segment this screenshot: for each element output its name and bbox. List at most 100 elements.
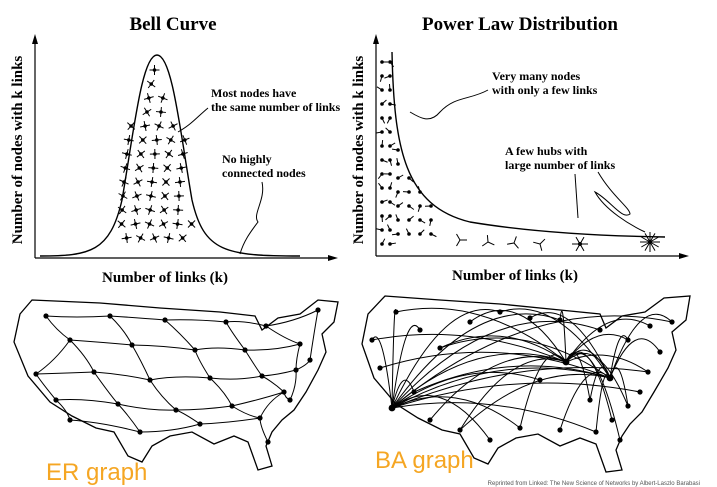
er-node	[259, 373, 265, 379]
er-edge	[225, 321, 267, 327]
ba-edge	[395, 307, 567, 363]
er-node	[293, 367, 299, 373]
bell-node	[122, 180, 126, 184]
er-edge	[231, 405, 261, 419]
ba-edge	[439, 335, 567, 363]
bell-note1-line1: Most nodes have	[211, 86, 297, 100]
power-node	[396, 162, 400, 166]
bell-node	[166, 236, 171, 240]
power-node	[380, 88, 384, 92]
bell-note2-line2: connected nodes	[222, 166, 306, 180]
power-node	[388, 158, 392, 162]
power-node	[429, 204, 433, 208]
power-x-arrow	[679, 253, 689, 259]
bell-node	[147, 96, 151, 100]
bell-node	[125, 152, 129, 156]
ba-node	[457, 427, 463, 433]
power-node	[388, 172, 392, 176]
ba-hub	[606, 374, 614, 382]
er-edge	[175, 405, 233, 411]
bell-node	[178, 180, 182, 184]
er-node	[281, 389, 287, 395]
ba-edge	[499, 308, 611, 379]
power-note2-line1: A few hubs with	[505, 144, 588, 158]
ba-edge	[391, 313, 561, 409]
er-node	[265, 439, 271, 445]
er-edge	[309, 309, 319, 361]
ba-edge	[391, 309, 501, 409]
bell-node	[165, 166, 170, 170]
er-node	[115, 401, 121, 407]
bell-node	[171, 124, 175, 128]
power-node	[396, 218, 400, 222]
er-edge	[35, 373, 57, 401]
er-node	[43, 313, 49, 319]
power-node	[418, 232, 422, 236]
bell-node	[189, 222, 194, 226]
bell-node	[120, 208, 124, 212]
bell-title: Bell Curve	[129, 14, 216, 35]
power-node	[396, 232, 400, 236]
power-note1-line2: with only a few links	[492, 83, 598, 97]
ba-edge	[459, 373, 611, 431]
ba-edge	[391, 379, 415, 409]
ba-node	[645, 369, 651, 375]
er-node	[33, 371, 39, 377]
bell-node	[162, 208, 166, 212]
bell-note2-pointer	[239, 181, 264, 255]
power-node	[380, 102, 384, 106]
bell-node	[119, 222, 124, 226]
er-node	[207, 375, 213, 381]
er-map-panel: ER graph	[13, 299, 339, 486]
bell-node	[143, 124, 147, 128]
er-node	[67, 417, 73, 423]
power-node	[418, 218, 422, 222]
power-title: Power Law Distribution	[422, 14, 618, 35]
power-node	[407, 176, 411, 180]
ba-node	[427, 417, 433, 423]
power-node	[407, 190, 411, 194]
power-node	[388, 228, 392, 232]
ba-edge	[559, 371, 611, 431]
power-node	[380, 158, 384, 162]
ba-network	[369, 307, 675, 443]
ba-edge	[565, 352, 629, 407]
bell-curve-line	[39, 54, 301, 257]
bell-node	[161, 222, 166, 226]
bell-node	[180, 236, 185, 240]
power-node	[380, 60, 384, 64]
power-node-link	[533, 241, 541, 245]
er-node	[297, 341, 303, 347]
bell-node	[149, 194, 153, 198]
er-node	[242, 347, 248, 353]
er-node	[107, 313, 113, 319]
bell-node	[159, 110, 163, 114]
bell-node	[163, 194, 167, 198]
er-edge	[259, 391, 285, 419]
ba-edge	[391, 367, 611, 409]
power-note1-pointer	[409, 89, 489, 120]
er-edge	[69, 339, 133, 346]
bell-curve-panel: Bell Curve Number of nodes with k links …	[10, 14, 340, 286]
er-edge	[45, 315, 71, 341]
er-edge	[131, 344, 151, 381]
power-node	[380, 242, 384, 246]
power-note2-pointer-a	[574, 173, 579, 219]
bell-note2-line1: No highly	[222, 152, 272, 166]
power-node	[429, 218, 433, 222]
ba-node	[537, 377, 543, 383]
ba-edge	[565, 352, 591, 401]
er-edge	[45, 315, 111, 318]
ba-node	[597, 327, 603, 333]
credit-text: Reprinted from Linked: The New Science o…	[488, 481, 700, 487]
power-node	[407, 232, 411, 236]
bell-node	[179, 166, 184, 170]
bell-node	[149, 82, 154, 86]
bell-node	[153, 152, 157, 156]
bell-node	[134, 208, 138, 212]
er-node	[173, 407, 179, 413]
er-edge	[194, 347, 246, 351]
power-hub	[578, 242, 582, 246]
bell-xlabel: Number of links (k)	[102, 270, 228, 286]
